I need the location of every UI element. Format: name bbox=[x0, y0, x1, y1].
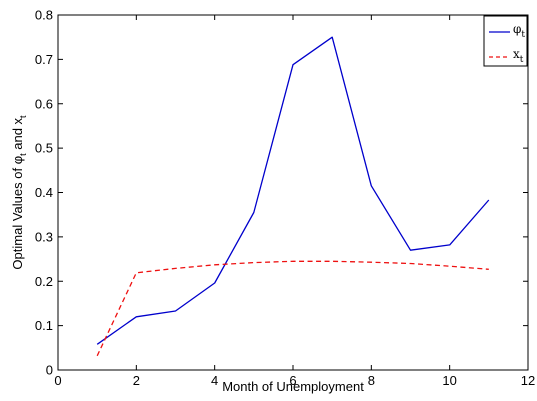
y-axis-label-sub1: t bbox=[18, 153, 28, 156]
y-tick-label: 0 bbox=[46, 363, 53, 378]
y-axis-label-main: Optimal Values of φ bbox=[10, 156, 25, 270]
legend-label-x-sub: t bbox=[520, 55, 524, 65]
legend-label-phi-sub: t bbox=[521, 30, 525, 40]
legend: φt xt bbox=[483, 15, 528, 67]
y-tick-label: 0.7 bbox=[35, 52, 53, 67]
y-axis-label-mid: and x bbox=[10, 117, 25, 153]
legend-box bbox=[483, 15, 528, 67]
series-line-x bbox=[96, 260, 489, 357]
x-tick-label: 4 bbox=[211, 373, 218, 388]
x-tick-label: 10 bbox=[442, 373, 456, 388]
x-tick-label: 6 bbox=[289, 373, 296, 388]
y-tick-label: 0.6 bbox=[35, 96, 53, 111]
series-lines bbox=[96, 36, 490, 357]
legend-label-x: xt bbox=[513, 47, 524, 65]
y-tick-label: 0.4 bbox=[35, 185, 53, 200]
y-tick-label: 0.8 bbox=[35, 8, 53, 23]
x-axis-label: Month of Unemployment bbox=[222, 379, 364, 394]
y-axis-label-sub2: t bbox=[18, 115, 28, 118]
y-tick-label: 0.5 bbox=[35, 141, 53, 156]
x-tick-label: 8 bbox=[368, 373, 375, 388]
y-tick-label: 0.3 bbox=[35, 229, 53, 244]
y-tick-label: 0.1 bbox=[35, 318, 53, 333]
y-axis-label: Optimal Values of φt and xt bbox=[10, 115, 28, 270]
legend-label-x-main: x bbox=[513, 47, 520, 61]
plot-frame bbox=[57, 14, 529, 371]
x-tick-label: 2 bbox=[133, 373, 140, 388]
y-tick-label: 0.2 bbox=[35, 274, 53, 289]
legend-label-phi: φt bbox=[513, 22, 525, 40]
legend-label-phi-main: φ bbox=[513, 22, 521, 36]
x-tick-label: 0 bbox=[54, 373, 61, 388]
axis-ticks: 0 2 4 6 8 10 12 0 0.1 0.2 0.3 0.4 0.5 0.6 0.7 0.8 bbox=[35, 8, 535, 389]
x-tick-label: 12 bbox=[521, 373, 535, 388]
